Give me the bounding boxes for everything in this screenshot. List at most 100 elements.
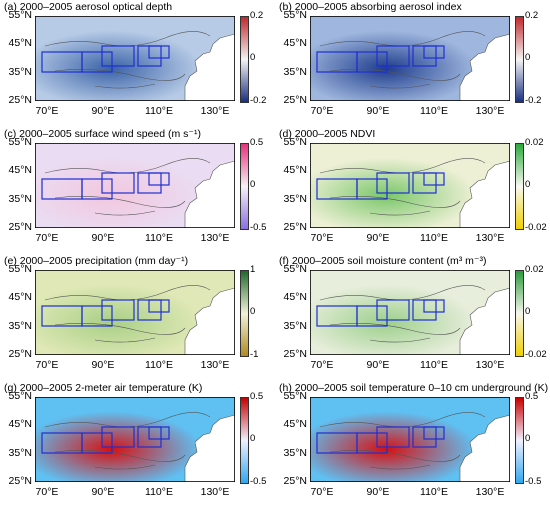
- lon-label: 90°E: [366, 232, 390, 244]
- ocean-area: [185, 288, 235, 355]
- colorbar-label: -0.2: [250, 95, 267, 106]
- lon-label: 70°E: [35, 105, 59, 117]
- study-region-box: [81, 305, 113, 327]
- colorbar-label: -0.5: [525, 476, 542, 487]
- lon-label: 130°E: [200, 232, 230, 244]
- study-region-box: [423, 45, 445, 59]
- lat-label: 25°N: [283, 475, 307, 487]
- panel-title: (d) 2000–2005 NDVI: [279, 128, 376, 140]
- study-region-box: [376, 172, 410, 194]
- map-frame: [310, 143, 510, 228]
- map-panel-b: (b) 2000–2005 absorbing aerosol index 55°…: [275, 0, 550, 127]
- panel-title: (e) 2000–2005 precipitation (mm day⁻¹): [4, 255, 189, 267]
- ocean-area: [185, 161, 235, 228]
- lon-label: 110°E: [145, 359, 173, 371]
- map-panel-h: (h) 2000–2005 soil temperature 0–10 cm u…: [275, 381, 550, 508]
- lon-label: 130°E: [200, 359, 230, 371]
- border-lines: [319, 285, 510, 355]
- panel-title: (c) 2000–2005 surface wind speed (m s⁻¹): [4, 128, 201, 140]
- lat-label: 55°N: [283, 263, 307, 275]
- map-field: [35, 143, 235, 228]
- panel-title: (a) 2000–2005 aerosol optical depth: [4, 1, 173, 13]
- study-region-box: [356, 432, 388, 454]
- colorbar-label: 0.5: [525, 391, 539, 402]
- lon-label: 130°E: [200, 486, 230, 498]
- lon-label: 70°E: [310, 486, 334, 498]
- map-panel-g: (g) 2000–2005 2-meter air temperature (K…: [0, 381, 275, 508]
- colorbar: [515, 270, 524, 357]
- panel-title: (g) 2000–2005 2-meter air temperature (K…: [4, 382, 203, 394]
- map-panel-c: (c) 2000–2005 surface wind speed (m s⁻¹)…: [0, 127, 275, 254]
- lon-label: 110°E: [145, 486, 173, 498]
- study-region-box: [101, 45, 135, 67]
- lon-label: 130°E: [200, 105, 230, 117]
- map-field: [35, 397, 235, 482]
- study-region-box: [376, 426, 410, 448]
- lon-label: 130°E: [475, 486, 505, 498]
- map-field: [310, 143, 510, 228]
- lat-label: 45°N: [283, 418, 307, 430]
- lon-label: 110°E: [420, 105, 448, 117]
- study-region-box: [148, 45, 170, 59]
- lat-label: 35°N: [283, 320, 307, 332]
- lon-label: 90°E: [366, 486, 390, 498]
- map-field: [310, 397, 510, 482]
- border-lines: [319, 31, 510, 101]
- border-lines: [44, 285, 235, 355]
- colorbar-label: -0.5: [250, 222, 267, 233]
- panel-title: (h) 2000–2005 soil temperature 0–10 cm u…: [279, 382, 549, 394]
- study-region-box: [356, 178, 388, 200]
- colorbar: [515, 16, 524, 103]
- border-lines: [44, 412, 235, 482]
- colorbar-label: -0.02: [525, 222, 547, 233]
- colorbar-label: -0.02: [525, 349, 547, 360]
- lat-label: 25°N: [8, 94, 32, 106]
- panel-title: (f) 2000–2005 soil moisture content (m³ …: [279, 255, 487, 267]
- colorbar-label: 0.5: [250, 137, 264, 148]
- lon-label: 70°E: [310, 232, 334, 244]
- colorbar: [240, 16, 249, 103]
- map-frame: [35, 397, 235, 482]
- lat-label: 35°N: [8, 447, 32, 459]
- colorbar-label: 0: [525, 306, 531, 317]
- lat-label: 45°N: [8, 164, 32, 176]
- colorbar: [515, 397, 524, 484]
- ocean-area: [185, 415, 235, 482]
- lat-label: 45°N: [283, 164, 307, 176]
- lon-label: 70°E: [310, 359, 334, 371]
- colorbar-label: 0: [525, 179, 531, 190]
- lat-label: 25°N: [8, 475, 32, 487]
- map-field: [35, 270, 235, 355]
- map-frame: [35, 270, 235, 355]
- study-region-box: [376, 299, 410, 321]
- study-region-box: [423, 426, 445, 440]
- border-lines: [319, 412, 510, 482]
- lat-label: 35°N: [283, 193, 307, 205]
- study-region-box: [356, 305, 388, 327]
- lon-label: 70°E: [35, 232, 59, 244]
- lon-label: 70°E: [35, 359, 59, 371]
- lat-label: 55°N: [283, 390, 307, 402]
- lat-label: 35°N: [283, 447, 307, 459]
- colorbar-label: 0.5: [250, 391, 264, 402]
- lon-label: 90°E: [91, 359, 115, 371]
- lon-label: 130°E: [475, 359, 505, 371]
- map-frame: [35, 143, 235, 228]
- study-region-box: [101, 426, 135, 448]
- lat-label: 55°N: [283, 136, 307, 148]
- ocean-area: [185, 34, 235, 101]
- lat-label: 55°N: [8, 263, 32, 275]
- lat-label: 25°N: [8, 348, 32, 360]
- map-panel-d: (d) 2000–2005 NDVI 55°N 45°N 35°N 25°N 70°E 90…: [275, 127, 550, 254]
- colorbar: [240, 143, 249, 230]
- lat-label: 25°N: [283, 94, 307, 106]
- colorbar-label: -0.2: [525, 95, 542, 106]
- colorbar-label: 0.2: [250, 10, 264, 21]
- study-region-box: [81, 432, 113, 454]
- map-field: [310, 16, 510, 101]
- colorbar-label: -0.5: [250, 476, 267, 487]
- study-region-box: [148, 172, 170, 186]
- lon-label: 130°E: [475, 232, 505, 244]
- lat-label: 25°N: [283, 221, 307, 233]
- colorbar-label: 0: [525, 433, 531, 444]
